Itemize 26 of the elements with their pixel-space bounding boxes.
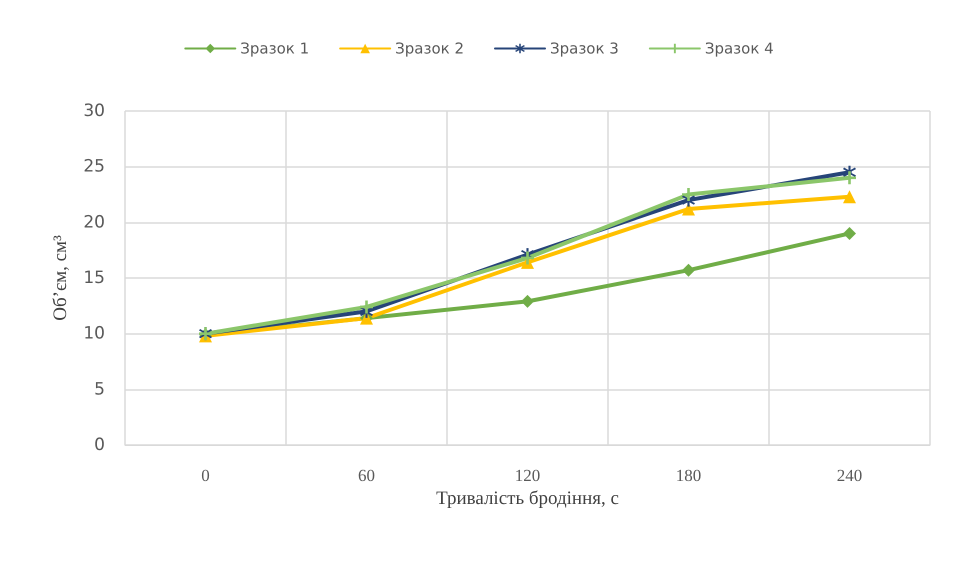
point xyxy=(521,294,534,308)
x-tick-label: 120 xyxy=(514,466,540,485)
y-tick-label: 30 xyxy=(83,101,105,121)
x-axis-title: Тривалість бродіння, с xyxy=(436,488,619,509)
point xyxy=(360,300,373,314)
x-tick-label: 60 xyxy=(358,466,375,485)
point xyxy=(843,226,856,240)
y-tick-label: 0 xyxy=(94,435,105,455)
legend-label: Зразок 1 xyxy=(240,40,310,58)
x-tick-label: 240 xyxy=(836,466,862,485)
point xyxy=(682,188,695,201)
x-tick-label: 180 xyxy=(676,466,702,485)
x-tick-label: 0 xyxy=(201,466,210,485)
point xyxy=(843,171,856,184)
point xyxy=(521,251,534,264)
y-tick-label: 10 xyxy=(83,324,105,344)
y-tick-label: 20 xyxy=(83,212,105,232)
y-tick-label: 15 xyxy=(83,268,105,288)
y-tick-label: 25 xyxy=(83,156,105,177)
point xyxy=(682,264,695,277)
point xyxy=(843,190,856,204)
legend-label: Зразок 4 xyxy=(704,40,774,58)
y-tick-label: 5 xyxy=(94,379,105,400)
y-axis-title: Об’єм, см³ xyxy=(50,234,71,321)
legend-label: Зразок 3 xyxy=(550,40,619,58)
legend-label: Зразок 2 xyxy=(395,40,464,58)
